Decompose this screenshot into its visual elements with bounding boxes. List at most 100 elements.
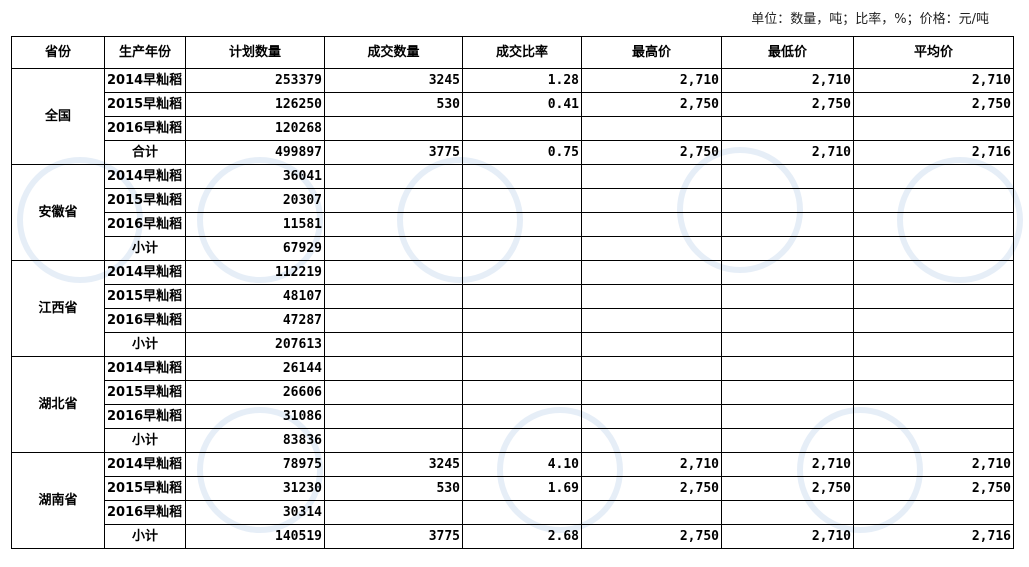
max-price-cell: 2,750 [581,476,722,501]
year-cell: 小计 [104,524,186,549]
max-price-cell [581,308,722,333]
min-price-cell [721,284,854,309]
max-price-cell [581,188,722,213]
year-cell: 2015早籼稻 [104,92,186,117]
max-price-cell: 2,710 [581,452,722,477]
header-avg-price: 平均价 [853,36,1014,69]
province-cell: 湖南省 [11,452,105,549]
planned-qty-cell: 30314 [185,500,325,525]
traded-qty-cell [324,308,463,333]
min-price-cell: 2,750 [721,476,854,501]
min-price-cell [721,260,854,285]
year-cell: 2015早籼稻 [104,476,186,501]
avg-price-cell: 2,710 [853,68,1014,93]
table-row: 合计 499897 3775 0.75 2,750 2,710 2,716 [12,140,1014,165]
avg-price-cell [853,164,1014,189]
planned-qty-cell: 31086 [185,404,325,429]
max-price-cell: 2,750 [581,140,722,165]
traded-qty-cell: 3245 [324,68,463,93]
min-price-cell [721,164,854,189]
year-cell: 2016早籼稻 [104,116,186,141]
avg-price-cell [853,236,1014,261]
avg-price-cell [853,332,1014,357]
planned-qty-cell: 112219 [185,260,325,285]
traded-qty-cell: 3245 [324,452,463,477]
year-cell: 2014早籼稻 [104,356,186,381]
avg-price-cell: 2,716 [853,524,1014,549]
table-row: 2015早籼稻 126250 530 0.41 2,750 2,750 2,750 [12,92,1014,117]
traded-qty-cell [324,236,463,261]
header-min-price: 最低价 [721,36,854,69]
planned-qty-cell: 207613 [185,332,325,357]
max-price-cell [581,236,722,261]
year-cell: 2015早籼稻 [104,284,186,309]
table-row: 2015早籼稻 31230 530 1.69 2,750 2,750 2,750 [12,476,1014,501]
min-price-cell [721,404,854,429]
province-cell: 全国 [11,68,105,165]
max-price-cell [581,260,722,285]
header-planned-qty: 计划数量 [185,36,325,69]
planned-qty-cell: 126250 [185,92,325,117]
avg-price-cell [853,404,1014,429]
min-price-cell: 2,710 [721,140,854,165]
province-cell: 安徽省 [11,164,105,261]
table-row: 小计 83836 [12,428,1014,453]
trade-ratio-cell [462,188,582,213]
max-price-cell [581,332,722,357]
max-price-cell [581,212,722,237]
traded-qty-cell [324,164,463,189]
header-row: 省份 生产年份 计划数量 成交数量 成交比率 最高价 最低价 平均价 [11,36,1014,69]
planned-qty-cell: 499897 [185,140,325,165]
max-price-cell [581,404,722,429]
avg-price-cell: 2,716 [853,140,1014,165]
avg-price-cell [853,284,1014,309]
province-cell: 江西省 [11,260,105,357]
planned-qty-cell: 26606 [185,380,325,405]
planned-qty-cell: 48107 [185,284,325,309]
year-cell: 2015早籼稻 [104,188,186,213]
avg-price-cell: 2,750 [853,92,1014,117]
max-price-cell: 2,750 [581,92,722,117]
planned-qty-cell: 253379 [185,68,325,93]
max-price-cell [581,428,722,453]
trade-ratio-cell: 0.75 [462,140,582,165]
table-row: 2015早籼稻 26606 [12,380,1014,405]
avg-price-cell [853,116,1014,141]
province-cell: 湖北省 [11,356,105,453]
max-price-cell [581,500,722,525]
table-row: 安徽省 2014早籼稻 36041 [11,164,1014,261]
min-price-cell [721,500,854,525]
min-price-cell [721,356,854,381]
table-row: 2016早籼稻 31086 [12,404,1014,429]
planned-qty-cell: 11581 [185,212,325,237]
header-traded-qty: 成交数量 [324,36,463,69]
traded-qty-cell: 530 [324,92,463,117]
header-year: 生产年份 [104,36,186,69]
traded-qty-cell [324,332,463,357]
trade-ratio-cell [462,308,582,333]
min-price-cell [721,188,854,213]
table-row: 湖北省 2014早籼稻 26144 [11,356,1014,453]
table-row: 2016早籼稻 30314 [12,500,1014,525]
traded-qty-cell [324,116,463,141]
year-cell: 2014早籼稻 [104,68,186,93]
planned-qty-cell: 78975 [185,452,325,477]
table-row: 2015早籼稻 48107 [12,284,1014,309]
trade-ratio-cell: 0.41 [462,92,582,117]
min-price-cell: 2,710 [721,452,854,477]
trade-ratio-cell [462,332,582,357]
planned-qty-cell: 47287 [185,308,325,333]
year-cell: 小计 [104,236,186,261]
max-price-cell [581,116,722,141]
min-price-cell [721,116,854,141]
traded-qty-cell: 3775 [324,524,463,549]
trade-ratio-cell: 2.68 [462,524,582,549]
planned-qty-cell: 31230 [185,476,325,501]
trade-ratio-cell [462,380,582,405]
trade-ratio-cell: 4.10 [462,452,582,477]
planned-qty-cell: 83836 [185,428,325,453]
table-row: 2016早籼稻 47287 [12,308,1014,333]
traded-qty-cell [324,212,463,237]
trade-ratio-cell [462,404,582,429]
avg-price-cell [853,500,1014,525]
